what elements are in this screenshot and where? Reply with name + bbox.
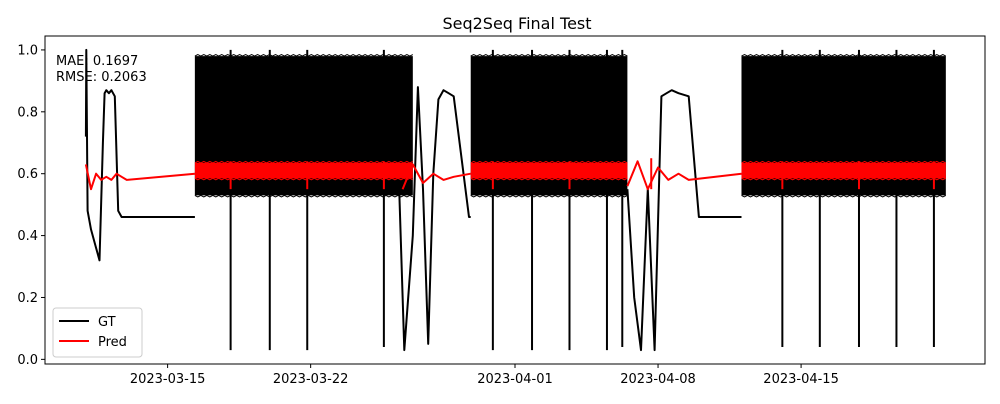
- y-tick-label: 0.0: [17, 353, 38, 368]
- x-tick-label: 2023-04-01: [477, 372, 553, 387]
- series-oscillation-edge-pred: [470, 177, 628, 181]
- y-axis: 0.0 0.2 0.4 0.6 0.8 1.0: [17, 43, 45, 368]
- rmse-annotation: RMSE: 0.2063: [56, 70, 147, 85]
- series-oscillation-edge-gt: [741, 194, 947, 198]
- series-gt: [84, 48, 947, 352]
- series-oscillation-pred: [470, 162, 628, 179]
- series-pred: [84, 158, 947, 191]
- legend-gt-label: GT: [98, 315, 116, 330]
- series-oscillation-edge-gt: [470, 194, 628, 198]
- series-oscillation-edge-pred: [741, 160, 947, 164]
- metrics-annotation: MAE: 0.1697 RMSE: 0.2063: [56, 54, 147, 85]
- series-line-gt: [626, 89, 742, 352]
- legend-pred-label: Pred: [98, 335, 127, 350]
- series-oscillation-edge-pred: [741, 177, 947, 181]
- y-tick-label: 0.2: [17, 291, 38, 306]
- series-oscillation-edge-gt: [741, 54, 947, 57]
- series-oscillation-edge-pred: [470, 160, 628, 164]
- series-line-pred: [401, 163, 471, 190]
- x-tick-label: 2023-04-08: [620, 372, 696, 387]
- series-line-pred: [84, 164, 195, 191]
- x-tick-label: 2023-03-15: [130, 372, 206, 387]
- series-oscillation-pred: [194, 162, 413, 179]
- series-oscillation-edge-gt: [470, 54, 628, 57]
- x-tick-label: 2023-03-22: [273, 372, 349, 387]
- x-axis: 2023-03-15 2023-03-22 2023-04-01 2023-04-08…: [130, 364, 839, 387]
- mae-annotation: MAE: 0.1697: [56, 54, 138, 69]
- y-tick-label: 0.8: [17, 105, 38, 120]
- y-tick-label: 0.6: [17, 167, 38, 182]
- series-line-gt: [84, 48, 195, 262]
- series-line-pred: [626, 160, 742, 191]
- series-line-gt: [386, 55, 471, 352]
- chart-title: Seq2Seq Final Test: [442, 14, 591, 33]
- y-tick-label: 0.4: [17, 229, 38, 244]
- legend: GT Pred: [52, 307, 143, 358]
- series-layer: [84, 48, 947, 352]
- x-tick-label: 2023-04-15: [763, 372, 839, 387]
- y-tick-label: 1.0: [17, 43, 38, 58]
- series-oscillation-pred: [741, 162, 946, 179]
